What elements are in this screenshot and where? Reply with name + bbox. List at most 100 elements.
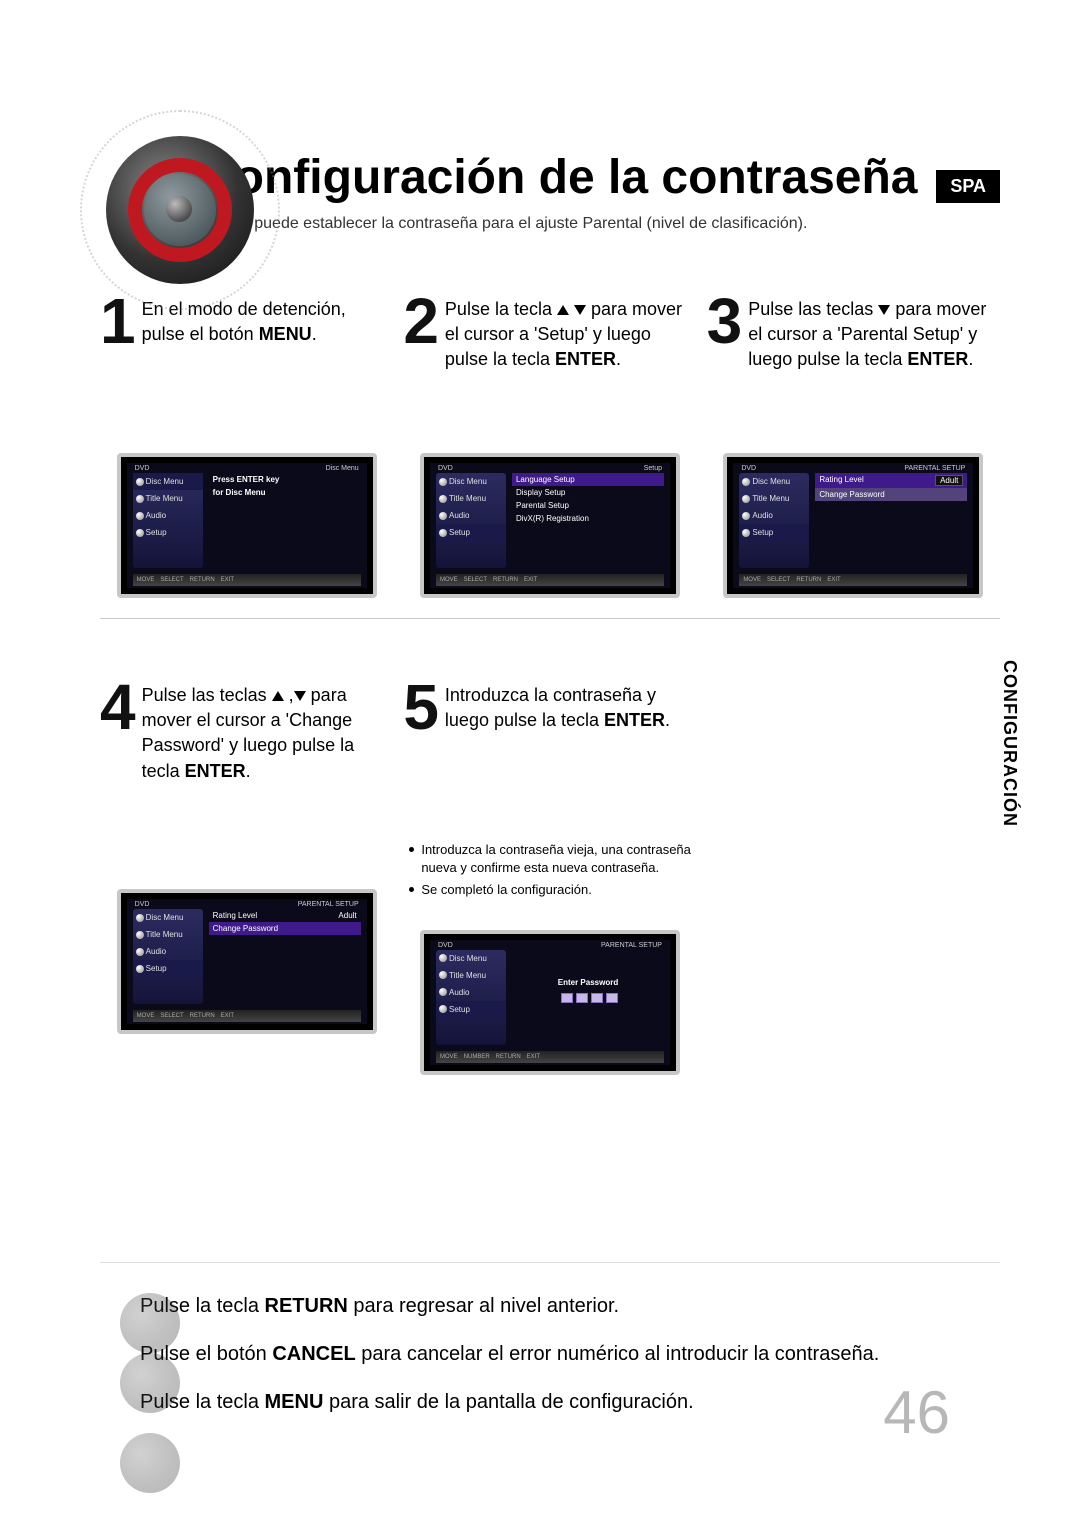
step-text: Pulse la tecla para mover el cursor a 'S… xyxy=(445,293,697,373)
bb-item: MOVE xyxy=(440,1054,458,1060)
bullet-icon xyxy=(742,512,750,520)
step-number: 4 xyxy=(100,679,136,737)
tv-sidebar-item: Setup xyxy=(436,1001,506,1018)
language-badge: SPA xyxy=(936,170,1000,203)
tv-main-line: Language Setup xyxy=(512,473,664,486)
bb-item: RETURN xyxy=(493,577,518,583)
tv-main-line: Parental Setup xyxy=(512,499,664,512)
rl-value: Adult xyxy=(935,475,963,486)
tv-main-line: Rating Level Adult xyxy=(815,473,967,488)
bb-item: SELECT xyxy=(767,577,790,583)
sidebar-label: Setup xyxy=(146,528,167,537)
sidebar-label: Disc Menu xyxy=(449,477,487,486)
step-text: En el modo de detención, pulse el botón … xyxy=(142,293,394,347)
rl-value: Adult xyxy=(338,911,356,920)
page-root: SPA Configuración de la contraseña Usted… xyxy=(0,0,1080,1527)
tv-mockup-2: DVDSetup Disc Menu Title Menu Audio Setu… xyxy=(420,453,680,598)
bottom-section: Pulse la tecla RETURN para regresar al n… xyxy=(100,1262,1000,1447)
tv-bottombar: MOVE SELECT RETURN EXIT xyxy=(739,574,967,586)
title-area: Configuración de la contraseña Usted pue… xyxy=(200,150,1000,233)
bottom-hint-return: Pulse la tecla RETURN para regresar al n… xyxy=(140,1293,960,1319)
pw-box xyxy=(576,993,588,1003)
bullet-icon xyxy=(136,948,144,956)
tv-topbar-left: DVD xyxy=(135,901,150,909)
sidebar-label: Setup xyxy=(146,964,167,973)
step-1: 1 En el modo de detención, pulse el botó… xyxy=(100,293,393,598)
bullet-icon xyxy=(439,954,447,962)
text-fragment: Pulse las teclas xyxy=(142,685,272,705)
tv-bottombar: MOVE NUMBER RETURN EXIT xyxy=(436,1051,664,1063)
bb-item: RETURN xyxy=(796,577,821,583)
bullet-icon xyxy=(439,529,447,537)
tv-main-line: DivX(R) Registration xyxy=(512,512,664,525)
sidebar-label: Disc Menu xyxy=(449,954,487,963)
tv-sidebar-item: Setup xyxy=(133,524,203,541)
bullet-icon xyxy=(742,495,750,503)
bullet-icon xyxy=(439,495,447,503)
tv-sidebar: Disc Menu Title Menu Audio Setup xyxy=(436,950,506,1045)
step-5: 5 Introduzca la contraseña y luego pulse… xyxy=(403,679,696,1075)
tv-sidebar-item: Audio xyxy=(133,507,203,524)
bullet-icon xyxy=(742,529,750,537)
bullet-icon xyxy=(439,988,447,996)
bb-item: EXIT xyxy=(221,577,234,583)
note-item: Se completó la configuración. xyxy=(409,881,696,899)
sidebar-label: Disc Menu xyxy=(146,477,184,486)
tv-topbar-left: DVD xyxy=(135,465,150,473)
step-notes: Introduzca la contraseña vieja, una cont… xyxy=(403,841,696,904)
page-subtitle: Usted puede establecer la contraseña par… xyxy=(208,215,1000,233)
text-fragment: . xyxy=(665,710,670,730)
text-fragment: . xyxy=(312,324,317,344)
text-bold: MENU xyxy=(265,1391,324,1413)
tv-sidebar-item: Audio xyxy=(436,984,506,1001)
tv-sidebar-item: Disc Menu xyxy=(436,473,506,490)
tv-main: Language Setup Display Setup Parental Se… xyxy=(512,473,664,568)
tv-bottombar: MOVE SELECT RETURN EXIT xyxy=(133,1010,361,1022)
bb-item: MOVE xyxy=(743,577,761,583)
tv-sidebar: Disc Menu Title Menu Audio Setup xyxy=(133,473,203,568)
tv-main-line: Change Password xyxy=(815,488,967,501)
tv-topbar-right: Setup xyxy=(644,465,662,473)
bb-item: RETURN xyxy=(496,1054,521,1060)
sidebar-label: Audio xyxy=(146,511,166,520)
sidebar-label: Setup xyxy=(752,528,773,537)
sidebar-label: Setup xyxy=(449,1005,470,1014)
bullet-icon xyxy=(136,529,144,537)
sidebar-label: Audio xyxy=(752,511,772,520)
sidebar-label: Title Menu xyxy=(146,930,183,939)
tv-sidebar-item: Title Menu xyxy=(436,490,506,507)
section-vertical-label: CONFIGURACIÓN xyxy=(999,660,1020,827)
step-empty xyxy=(707,679,1000,1075)
bullet-icon xyxy=(439,971,447,979)
step-4: 4 Pulse las teclas , para mover el curso… xyxy=(100,679,393,1075)
tv-mockup-4: DVDPARENTAL SETUP Disc Menu Title Menu A… xyxy=(117,889,377,1034)
tv-topbar-right: PARENTAL SETUP xyxy=(601,942,662,950)
tv-main: Press ENTER key for Disc Menu xyxy=(209,473,361,568)
tv-topbar-left: DVD xyxy=(741,465,756,473)
row-divider xyxy=(100,618,1000,619)
bullet-icon xyxy=(136,512,144,520)
pw-box xyxy=(561,993,573,1003)
sidebar-label: Audio xyxy=(449,511,469,520)
bb-item: SELECT xyxy=(160,1013,183,1019)
text-bold: MENU xyxy=(259,324,312,344)
text-fragment: Pulse las teclas xyxy=(748,299,878,319)
tv-mockup-1: DVD Disc Menu Disc Menu Title Menu Audio … xyxy=(117,453,377,598)
rl-label: Rating Level xyxy=(213,911,257,920)
rl-label: Rating Level xyxy=(819,475,863,486)
tv-main: Rating LevelAdult Change Password xyxy=(209,909,361,1004)
text-fragment: para salir de la pantalla de configuraci… xyxy=(323,1391,693,1413)
bullet-icon xyxy=(136,478,144,486)
tv-main-line: Display Setup xyxy=(512,486,664,499)
tv-topbar-left: DVD xyxy=(438,465,453,473)
bb-item: SELECT xyxy=(160,577,183,583)
bb-item: RETURN xyxy=(190,577,215,583)
text-fragment: para cancelar el error numérico al intro… xyxy=(356,1343,880,1365)
pw-box xyxy=(591,993,603,1003)
bullet-icon xyxy=(136,931,144,939)
bb-item: MOVE xyxy=(440,577,458,583)
tv-sidebar-item: Setup xyxy=(133,960,203,977)
bottom-hint-menu: Pulse la tecla MENU para salir de la pan… xyxy=(140,1389,960,1415)
page-number: 46 xyxy=(883,1378,950,1447)
tv-sidebar: Disc Menu Title Menu Audio Setup xyxy=(739,473,809,568)
